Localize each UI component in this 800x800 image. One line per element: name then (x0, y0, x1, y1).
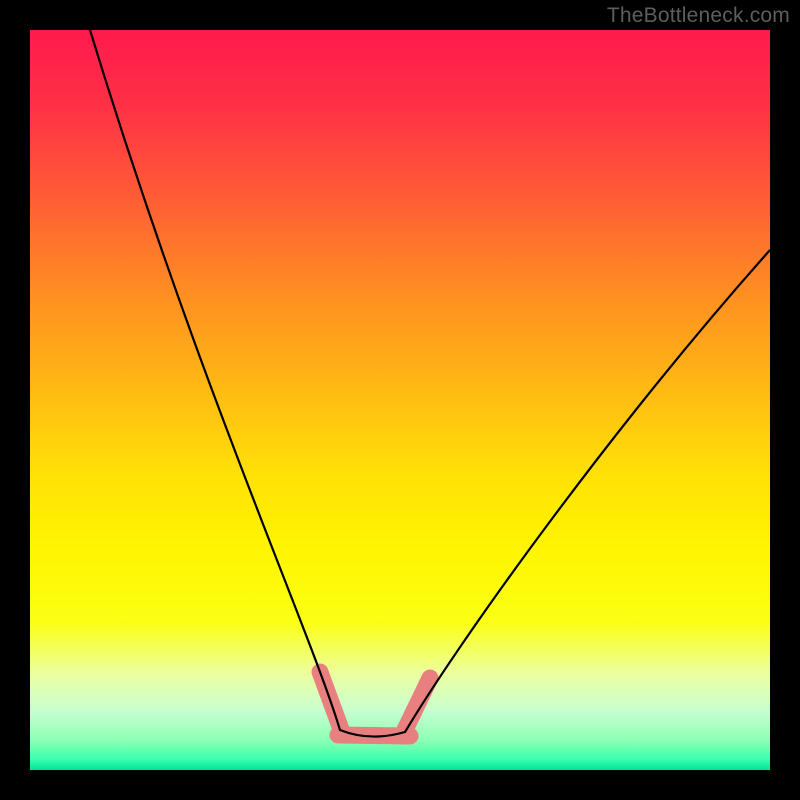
plot-area (30, 30, 770, 770)
bottleneck-chart (30, 30, 770, 770)
watermark-text: TheBottleneck.com (607, 4, 790, 28)
chart-frame: TheBottleneck.com (0, 0, 800, 800)
gradient-background (30, 30, 770, 770)
